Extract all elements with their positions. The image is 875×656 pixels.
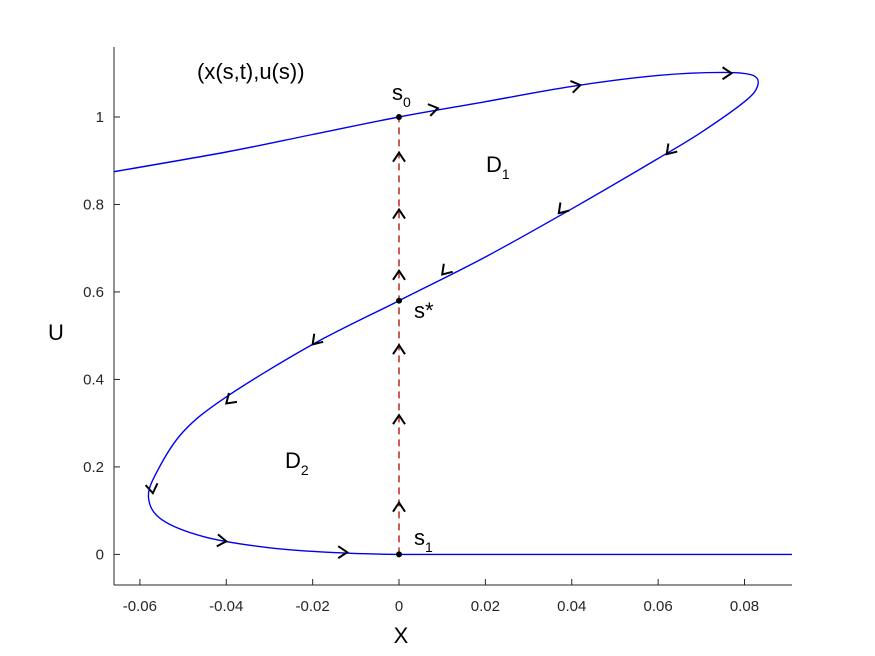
x-tick-label: 0.04 xyxy=(557,598,586,615)
d2-label: D2 xyxy=(285,448,309,478)
point-s-star xyxy=(396,297,403,304)
curve-arrow xyxy=(144,482,159,495)
y-tick-label: 0.2 xyxy=(83,459,104,476)
dashed-arrow xyxy=(392,207,406,220)
y-tick-label: 0.8 xyxy=(83,196,104,213)
dashed-arrow xyxy=(392,150,406,163)
y-tick-label: 0.4 xyxy=(83,371,104,388)
dashed-arrow xyxy=(392,343,406,355)
dashed-arrow xyxy=(392,413,406,425)
point-s1 xyxy=(396,551,403,558)
curve-arrow xyxy=(570,80,583,94)
s0-label: s0 xyxy=(392,80,411,110)
x-tick-label: 0.06 xyxy=(644,598,673,615)
curve-arrow xyxy=(216,533,229,548)
curve-arrow xyxy=(311,333,324,346)
axes xyxy=(113,47,792,586)
x-tick-label: -0.02 xyxy=(296,598,330,615)
marked-points xyxy=(396,113,403,558)
y-tick-label: 0 xyxy=(96,546,104,563)
solution-curve xyxy=(113,71,792,556)
curve-arrow xyxy=(224,392,238,405)
dashed-arrow xyxy=(392,269,406,281)
x-axis-label: X xyxy=(394,623,409,648)
direction-arrows xyxy=(144,66,734,560)
curve-arrow xyxy=(721,66,734,81)
curve-arrow xyxy=(337,545,350,560)
y-axis-label: U xyxy=(48,320,64,345)
curve-arrow xyxy=(440,263,453,276)
point-s0 xyxy=(396,113,403,120)
pair-annotation: (x(s,t),u(s)) xyxy=(197,59,305,84)
x-tick-label: 0.02 xyxy=(471,598,500,615)
s-star-label: s* xyxy=(414,298,434,323)
curve-arrow xyxy=(557,202,570,215)
s1-label: s1 xyxy=(414,525,433,555)
curve-arrow xyxy=(427,103,440,117)
d1-label: D1 xyxy=(486,152,510,182)
y-tick-label: 0.6 xyxy=(83,284,104,301)
curve-arrow xyxy=(665,143,678,156)
x-tick-label: -0.06 xyxy=(123,598,157,615)
tick-labels: -0.06 -0.04 -0.02 0 0.02 0.04 0.06 0.08 0 0.2 0.4 0… xyxy=(83,109,759,615)
x-tick-label: 0.08 xyxy=(730,598,759,615)
y-tick-label: 1 xyxy=(96,109,104,126)
x-tick-label: -0.04 xyxy=(209,598,243,615)
dashed-arrow xyxy=(392,500,406,513)
x-tick-label: 0 xyxy=(395,598,403,615)
